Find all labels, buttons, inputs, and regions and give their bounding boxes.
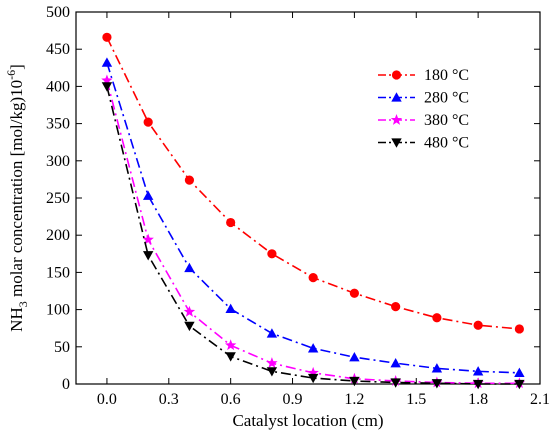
x-tick-label: 1.8 [468,391,488,408]
data-point [391,302,401,312]
data-point [226,217,236,228]
data-point [431,379,443,389]
series-line [106,86,520,385]
legend-marker [390,114,403,125]
legend-label: 480 °C [424,135,469,152]
legend-label: 380 °C [424,112,469,129]
data-point [225,303,236,314]
data-point [308,273,318,283]
data-point [349,352,360,362]
y-tick-label: 200 [46,227,70,244]
y-tick-label: 100 [46,302,70,319]
data-point [307,343,319,353]
x-tick-label: 1.2 [344,391,364,408]
y-tick-label: 500 [46,4,70,21]
x-tick-label: 0.3 [159,391,179,408]
y-axis-title-superscript: -6 [4,70,18,80]
series-2 [101,57,525,377]
data-point [472,366,484,376]
data-point [514,367,525,377]
data-point [431,363,443,373]
data-point [225,352,236,362]
data-point [514,379,525,390]
data-point [390,378,401,388]
data-point [473,320,483,330]
data-point [432,313,442,323]
data-point [184,321,195,332]
data-point [307,366,319,378]
y-tick-label: 250 [46,190,70,207]
data-point [266,357,278,369]
legend-marker [391,70,402,80]
x-tick-label: 0.6 [221,391,241,408]
data-point [472,379,484,390]
series-line [106,62,520,374]
y-axis-title-prefix: NH [7,307,26,332]
y-tick-label: 300 [46,153,70,170]
y-tick-label: 150 [46,264,70,281]
x-tick-label: 0.9 [283,391,303,408]
series-1 [102,32,524,334]
legend-marker [391,92,402,102]
data-point [184,262,195,273]
data-point [224,339,237,351]
y-tick-label: 450 [46,41,70,58]
y-axis-title-subscript: 3 [16,301,30,307]
data-point [266,328,278,338]
data-point [349,376,360,387]
y-tick-label: 50 [54,339,70,356]
legend-label: 180 °C [424,67,469,84]
data-point [142,233,154,245]
data-point [514,324,524,334]
legend-item: 180 °C [378,67,469,84]
data-point [183,305,196,317]
data-point [390,357,401,368]
legend-item: 280 °C [378,90,469,107]
x-tick-label: 2.1 [530,391,550,408]
y-tick-label: 400 [46,78,70,95]
y-axis-title-middle: molar concentration [mol/kg)10 [7,80,26,301]
y-axis-title: NH3 molar concentration [mol/kg)10-6] [4,64,30,332]
data-point [143,117,153,127]
data-point [267,249,277,259]
data-point [307,373,319,384]
legend-marker [391,138,402,148]
x-axis-title: Catalyst location (cm) [232,411,383,430]
data-point [142,190,154,200]
data-point [102,32,112,42]
legend-item: 480 °C [378,135,469,152]
series-4 [101,82,525,390]
data-point [184,175,195,185]
data-point [101,82,113,92]
y-tick-label: 0 [62,376,70,393]
data-point [142,251,154,261]
data-point [101,57,113,67]
legend-item: 380 °C [378,112,469,129]
y-tick-label: 350 [46,116,70,133]
data-point [101,74,113,86]
x-tick-label: 1.5 [406,391,426,408]
data-point [266,367,278,377]
y-axis-title-suffix: ] [7,64,26,70]
legend-label: 280 °C [424,90,469,107]
x-tick-label: 0.0 [97,391,117,408]
data-point [349,288,359,298]
